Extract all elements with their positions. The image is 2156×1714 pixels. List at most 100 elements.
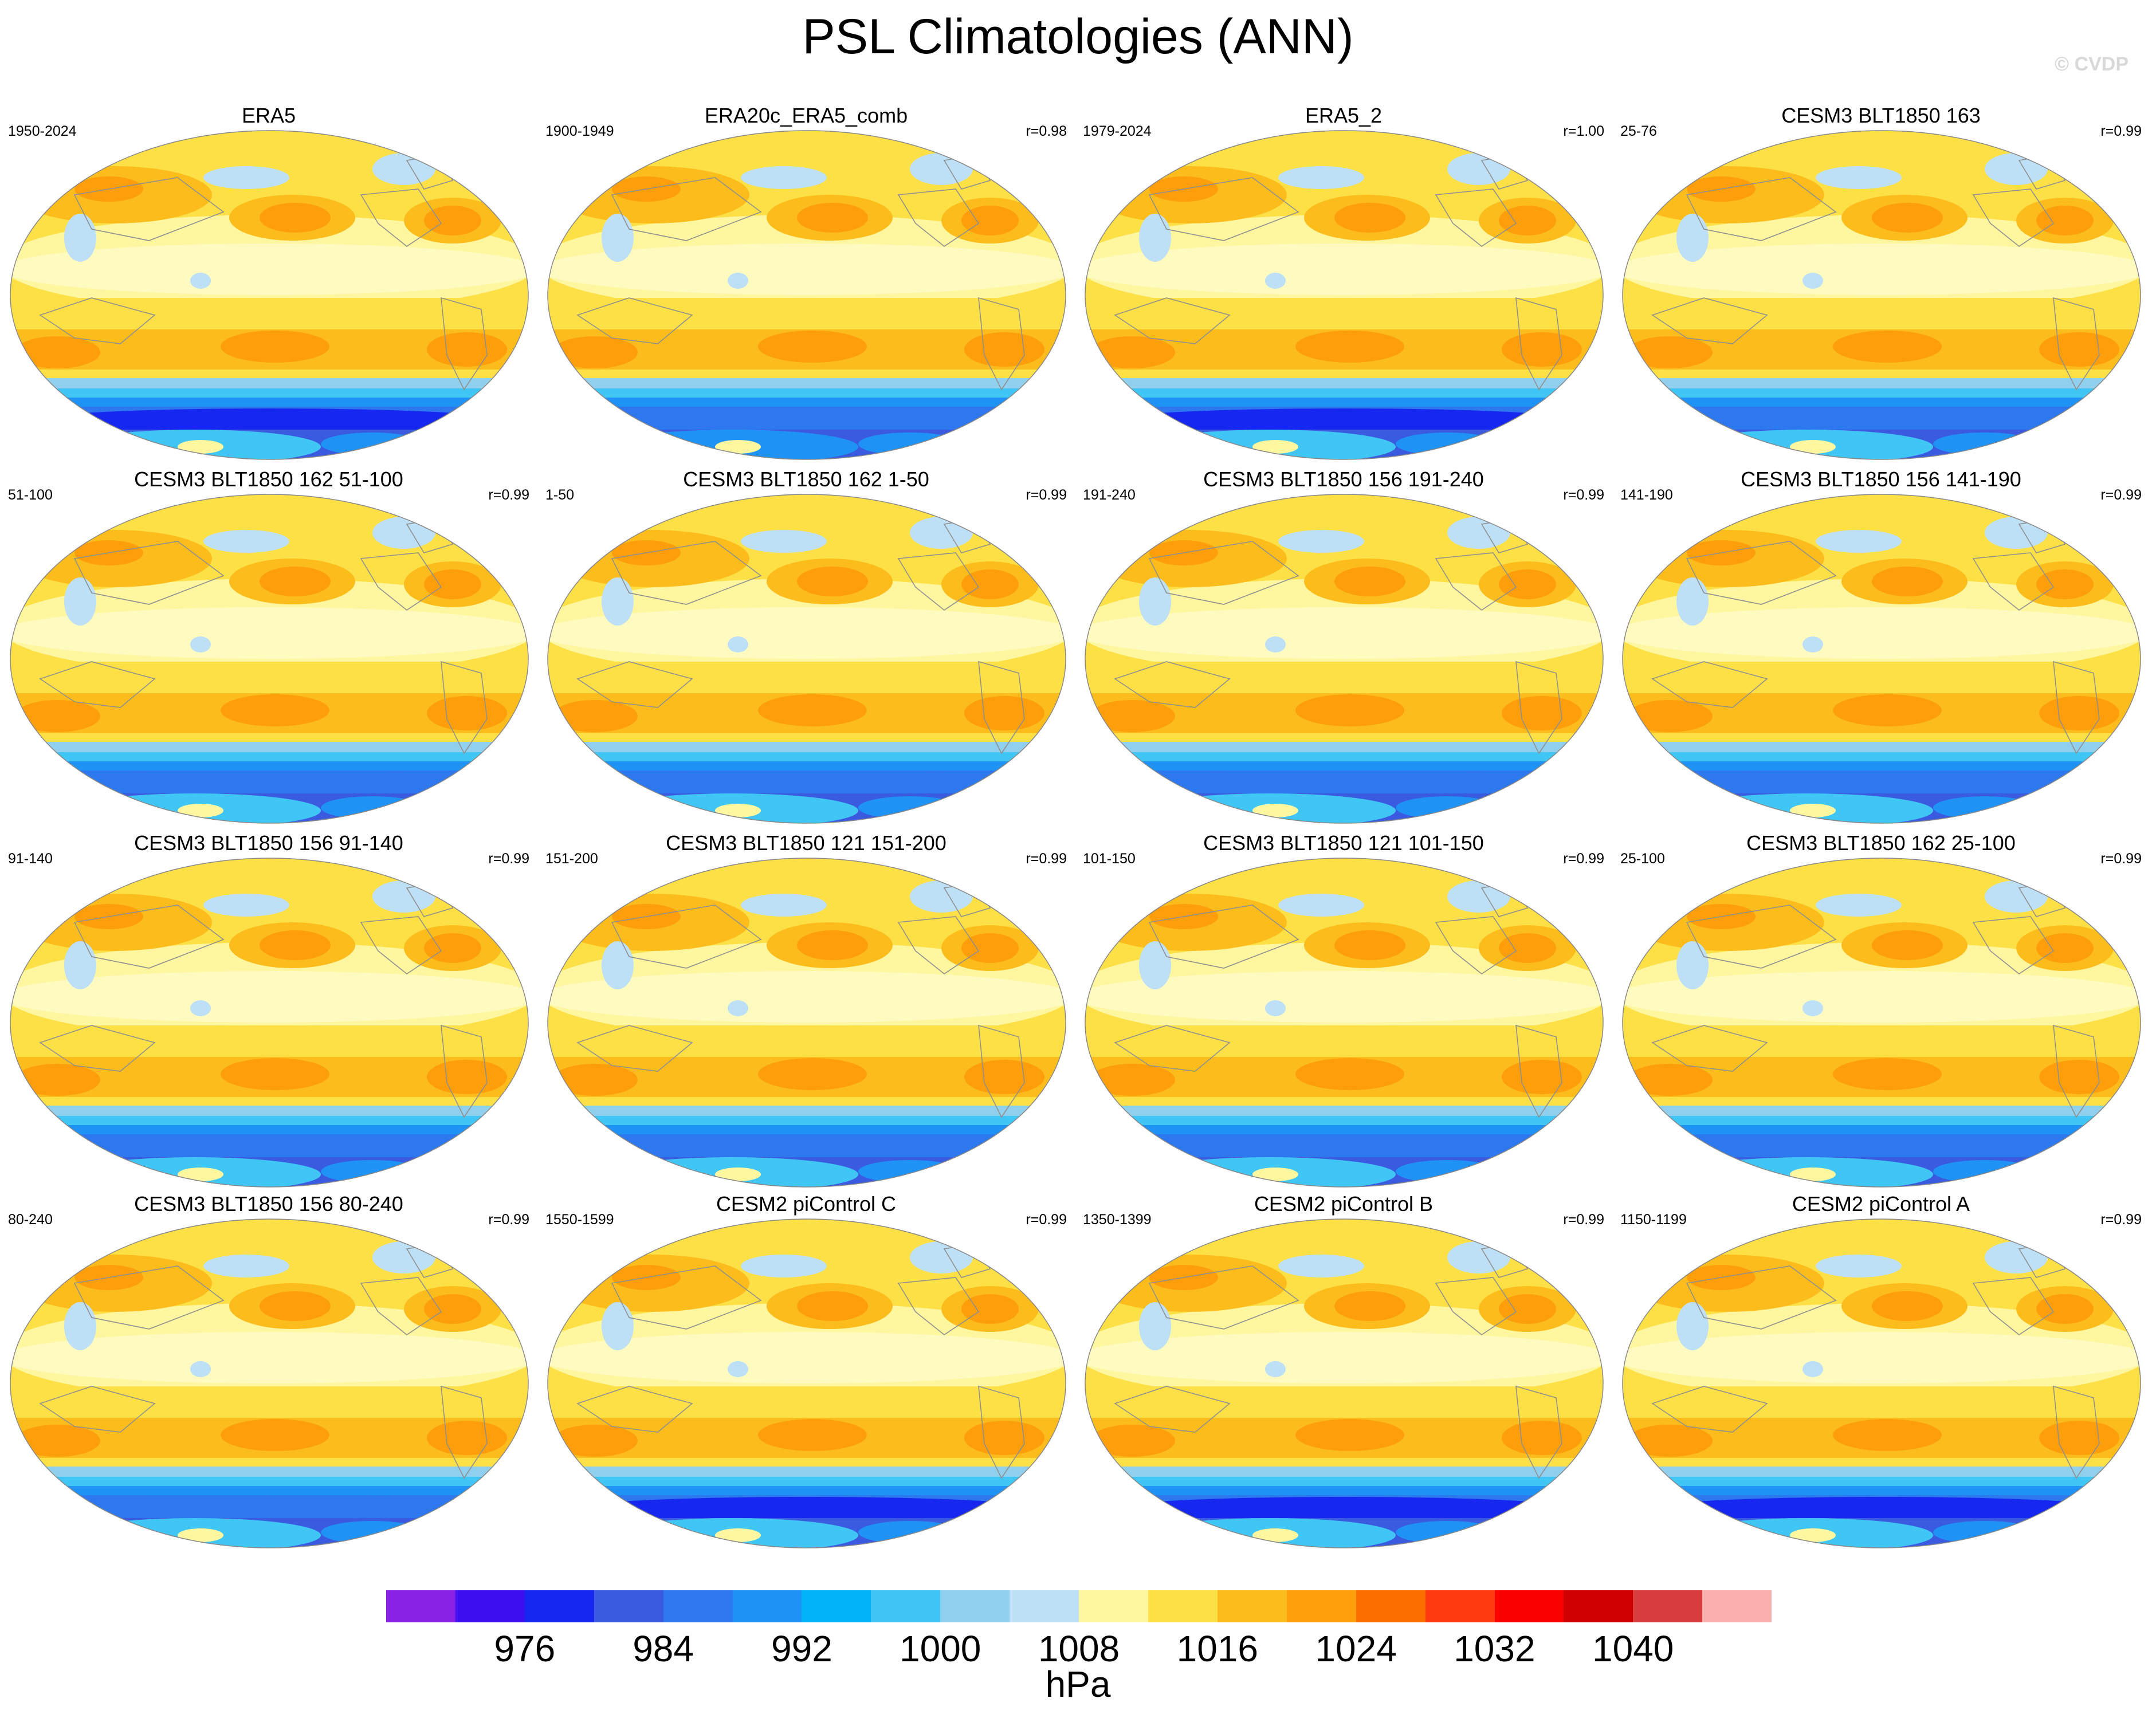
coastline [39,1025,156,1072]
coastline [360,188,442,247]
panel-pattern-correlation: r=0.99 [1563,851,1604,867]
panel-pattern-correlation: r=1.00 [1563,123,1604,139]
psl-map [10,858,529,1188]
colorbar-box [1286,1590,1356,1622]
panel-title: CESM2 piControl A [1792,1192,1970,1216]
psl-map [1622,858,2141,1188]
coastline [360,916,442,974]
panel-years: 101-150 [1083,851,1136,867]
panel-years: 1550-1599 [545,1212,614,1228]
colorbar-box [1148,1590,1218,1622]
colorbar-box [1217,1590,1287,1622]
coastline [1148,1265,1299,1330]
coastline [978,661,1025,754]
colorbar-tick-label: 992 [771,1628,832,1669]
colorbar-box [524,1590,594,1622]
map-panel: ERA5 1950-2024 [0,103,537,464]
coastline [978,297,1025,391]
pressure-field [10,494,528,823]
coastline [1515,1385,1562,1479]
coastline [1972,1277,2055,1335]
coastline [1148,177,1299,241]
coastline [1114,661,1231,708]
pressure-field [1623,131,2141,459]
coastline [1435,188,1517,247]
coastline [73,905,225,969]
coastline [1651,661,1768,708]
pressure-field [1623,1219,2141,1548]
globe-outline [547,1218,1066,1548]
map-panel: CESM2 piControl B 1350-1399 r=0.99 [1075,1192,1612,1552]
coastline [73,541,225,605]
psl-map [1622,1218,2141,1548]
psl-map [547,858,1066,1188]
panel-years: 25-100 [1620,851,1665,867]
panel-title: ERA20c_ERA5_comb [704,104,908,127]
panel-years: 1900-1949 [545,123,614,139]
coastline [39,661,156,708]
coastline [73,1265,225,1330]
map-panel: ERA5_2 1979-2024 r=1.00 [1075,103,1612,464]
panel-pattern-correlation: r=0.99 [1026,851,1067,867]
coastline [2053,1385,2100,1479]
cvdp-watermark: © CVDP [2055,53,2128,75]
coastline [897,916,980,974]
coastline [1515,661,1562,754]
coastline [1435,1277,1517,1335]
pressure-field [10,858,528,1187]
colorbar-box [871,1590,941,1622]
panel-title: ERA5_2 [1305,104,1383,127]
coastline [39,1386,156,1433]
map-panel: CESM3 BLT1850 156 80-240 80-240 r=0.99 [0,1192,537,1552]
panel-title: CESM3 BLT1850 156 191-240 [1203,467,1484,491]
pressure-field [548,494,1066,823]
pressure-field [10,131,528,459]
coastline [897,188,980,247]
pressure-field [1085,494,1603,823]
map-panel: CESM3 BLT1850 121 101-150 101-150 r=0.99 [1075,831,1612,1192]
coastline [978,1024,1025,1118]
coastline [1114,1025,1231,1072]
coastline [611,541,762,605]
coastline [611,905,762,969]
globe-outline [10,130,529,460]
map-panel: CESM3 BLT1850 156 191-240 191-240 r=0.99 [1075,467,1612,828]
colorbar [386,1590,1772,1622]
colorbar-tick-label: 1024 [1315,1628,1397,1669]
coastline [2053,297,2100,391]
coastline [2053,1024,2100,1118]
globe-outline [1085,858,1604,1188]
panel-title: CESM2 piControl B [1254,1192,1434,1216]
pressure-field [10,1219,528,1548]
colorbar-box [732,1590,802,1622]
panel-title: CESM3 BLT1850 156 80-240 [134,1192,403,1216]
map-panel: ERA20c_ERA5_comb 1900-1949 r=0.98 [537,103,1075,464]
colorbar-box [802,1590,871,1622]
colorbar-tick-label: 1000 [900,1628,981,1669]
panel-years: 1979-2024 [1083,123,1152,139]
psl-map [1622,130,2141,460]
psl-map [1085,130,1604,460]
map-panel: CESM2 piControl C 1550-1599 r=0.99 [537,1192,1075,1552]
colorbar-tick-label: 1008 [1038,1628,1120,1669]
panel-years: 141-190 [1620,487,1673,503]
coastline [441,1024,488,1118]
coastline [611,177,762,241]
coastline [441,1385,488,1479]
map-panel: CESM3 BLT1850 162 25-100 25-100 r=0.99 [1612,831,2150,1192]
psl-map [10,130,529,460]
colorbar-box [1633,1590,1703,1622]
panel-pattern-correlation: r=0.99 [1563,1212,1604,1228]
coastline [1972,552,2055,611]
globe-outline [1085,1218,1604,1548]
psl-map [10,1218,529,1548]
psl-map [1085,494,1604,824]
coastline [576,661,693,708]
coastline [360,1277,442,1335]
panel-title: CESM3 BLT1850 162 51-100 [134,467,403,491]
coastline [73,177,225,241]
panel-pattern-correlation: r=0.99 [2100,1212,2142,1228]
panel-pattern-correlation: r=0.99 [488,487,529,503]
coastline [978,1385,1025,1479]
map-panel: CESM3 BLT1850 121 151-200 151-200 r=0.99 [537,831,1075,1192]
